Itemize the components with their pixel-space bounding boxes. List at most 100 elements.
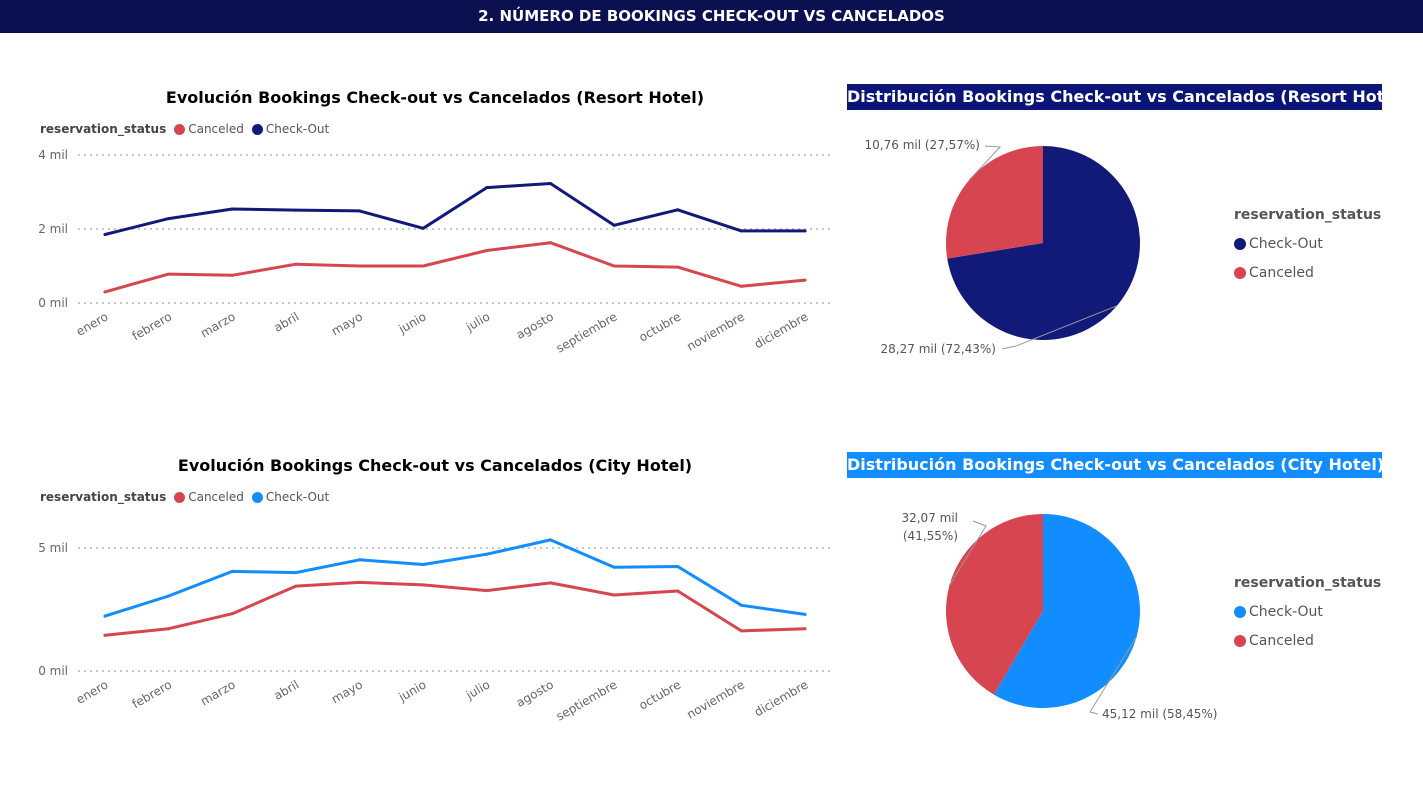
data-point[interactable] (421, 583, 425, 587)
data-point[interactable] (167, 627, 171, 631)
legend-marker-canceled (174, 491, 186, 503)
legend-marker-canceled (1234, 266, 1246, 279)
data-point[interactable] (294, 208, 298, 212)
data-point[interactable] (167, 272, 171, 276)
legend-label-canceled: Canceled (1249, 632, 1314, 649)
resort-pie-legend[interactable]: reservation_status Check-Out Canceled (1234, 207, 1381, 287)
pie-slice-check-out[interactable] (993, 514, 1140, 708)
data-point[interactable] (103, 233, 107, 237)
x-tick-label: octubre (636, 677, 683, 712)
data-point[interactable] (294, 262, 298, 266)
data-point[interactable] (230, 612, 234, 616)
data-point[interactable] (167, 217, 171, 221)
data-point[interactable] (421, 264, 425, 268)
x-tick-label: julio (463, 309, 492, 334)
series-line-canceled[interactable] (103, 241, 807, 294)
legend-item-checkout[interactable]: Check-Out (1234, 597, 1381, 626)
data-point[interactable] (676, 265, 680, 269)
data-label: 45,12 mil (58,45%) (1102, 707, 1217, 721)
city-line-chart[interactable]: 0 mil 5 mil enero febrero marzo abril mayo juni… (0, 508, 840, 738)
data-point[interactable] (739, 603, 743, 607)
legend-label-canceled: Canceled (188, 122, 244, 136)
x-tick-label: julio (463, 677, 492, 702)
legend-title: reservation_status (1234, 575, 1382, 591)
x-tick-label: mayo (329, 309, 365, 338)
x-tick-label: noviembre (684, 677, 747, 721)
data-point[interactable] (294, 571, 298, 575)
pie-slice-canceled[interactable] (945, 514, 1043, 695)
data-point[interactable] (612, 593, 616, 597)
pie-slice-canceled[interactable] (945, 146, 1043, 259)
data-point[interactable] (358, 264, 362, 268)
data-point[interactable] (548, 181, 552, 185)
y-tick-label: 4 mil (38, 148, 68, 162)
legend-item-checkout[interactable]: Check-Out (1234, 229, 1381, 258)
legend-label-canceled: Canceled (188, 490, 244, 504)
legend-title: reservation_status (40, 490, 167, 504)
city-pie-chart[interactable]: 45,12 mil (58,45%) 32,07 mil (41,55%) (840, 488, 1220, 738)
x-tick-label: enero (74, 309, 111, 338)
legend-item-checkout[interactable]: Check-Out (251, 122, 329, 136)
data-point[interactable] (803, 229, 807, 233)
data-point[interactable] (103, 614, 107, 618)
legend-item-canceled[interactable]: Canceled (174, 490, 244, 504)
x-tick-label: septiembre (554, 677, 620, 723)
resort-line-legend[interactable]: reservation_status Canceled Check-Out (40, 122, 337, 136)
data-point[interactable] (676, 208, 680, 212)
data-point[interactable] (612, 223, 616, 227)
data-point[interactable] (485, 552, 489, 556)
data-point[interactable] (485, 248, 489, 252)
x-tick-label: febrero (130, 677, 174, 711)
data-point[interactable] (739, 284, 743, 288)
series-line-check-out[interactable] (103, 538, 807, 618)
resort-pie-chart-title: Distribución Bookings Check-out vs Cance… (847, 84, 1408, 110)
data-point[interactable] (421, 562, 425, 566)
data-point[interactable] (739, 629, 743, 633)
data-point[interactable] (230, 273, 234, 277)
data-point[interactable] (103, 633, 107, 637)
data-point[interactable] (548, 581, 552, 585)
legend-marker-checkout (251, 123, 263, 135)
x-tick-label: septiembre (554, 309, 620, 355)
data-point[interactable] (103, 290, 107, 294)
resort-line-chart[interactable]: 0 mil 2 mil 4 mil enero febrero marzo abril may… (0, 140, 840, 370)
data-label: 32,07 mil (901, 511, 958, 525)
data-point[interactable] (167, 594, 171, 598)
data-point[interactable] (485, 186, 489, 190)
data-point[interactable] (803, 612, 807, 616)
data-point[interactable] (230, 207, 234, 211)
x-tick-label: diciembre (752, 677, 811, 719)
data-point[interactable] (803, 627, 807, 631)
resort-line-chart-title: Evolución Bookings Check-out vs Cancelad… (165, 88, 705, 107)
data-point[interactable] (358, 580, 362, 584)
pie-slice-check-out[interactable] (947, 146, 1140, 340)
data-point[interactable] (739, 229, 743, 233)
data-point[interactable] (676, 589, 680, 593)
city-line-legend[interactable]: reservation_status Canceled Check-Out (40, 490, 337, 504)
legend-item-canceled[interactable]: Canceled (174, 122, 244, 136)
leader-line (1001, 305, 1118, 350)
legend-label-checkout: Check-Out (1249, 235, 1323, 252)
data-point[interactable] (421, 226, 425, 230)
series-line-canceled[interactable] (103, 580, 807, 637)
data-point[interactable] (548, 538, 552, 542)
legend-item-canceled[interactable]: Canceled (1234, 258, 1381, 287)
city-line-chart-title: Evolución Bookings Check-out vs Cancelad… (177, 456, 693, 475)
data-point[interactable] (548, 241, 552, 245)
data-point[interactable] (294, 584, 298, 588)
data-point[interactable] (612, 565, 616, 569)
legend-item-checkout[interactable]: Check-Out (251, 490, 329, 504)
data-point[interactable] (230, 569, 234, 573)
data-point[interactable] (485, 589, 489, 593)
city-pie-legend[interactable]: reservation_status Check-Out Canceled (1234, 575, 1381, 655)
legend-title: reservation_status (1234, 207, 1382, 223)
resort-pie-chart[interactable]: 28,27 mil (72,43%) 10,76 mil (27,57%) (840, 120, 1220, 370)
data-point[interactable] (358, 558, 362, 562)
data-point[interactable] (803, 278, 807, 282)
data-point[interactable] (676, 564, 680, 568)
data-point[interactable] (358, 209, 362, 213)
data-point[interactable] (612, 264, 616, 268)
legend-marker-canceled (1234, 634, 1246, 647)
series-line-check-out[interactable] (103, 182, 807, 236)
legend-item-canceled[interactable]: Canceled (1234, 626, 1381, 655)
